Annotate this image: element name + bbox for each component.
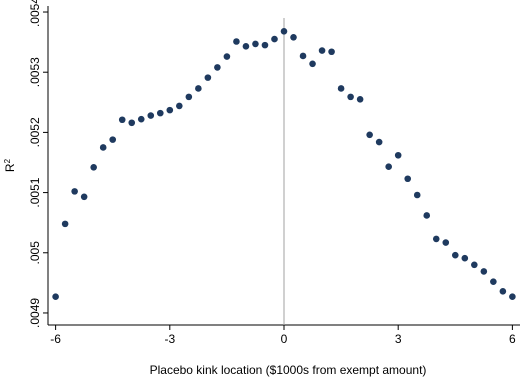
- data-point: [233, 38, 240, 45]
- data-point: [366, 131, 373, 139]
- y-tick-label: .0049: [28, 298, 42, 328]
- data-point: [423, 212, 431, 219]
- data-point: [109, 136, 117, 143]
- data-point: [90, 164, 97, 171]
- data-point: [451, 251, 459, 259]
- x-tick-label: 0: [281, 332, 288, 346]
- y-axis: .0049 .005 .0051 .0052 .0053 .0054: [28, 0, 48, 328]
- data-point: [261, 41, 269, 49]
- data-point: [280, 27, 288, 35]
- x-axis: -6 -3 0 3 6: [50, 325, 516, 346]
- x-tick-label: 3: [395, 332, 402, 346]
- y-tick-label: .0051: [28, 177, 42, 207]
- data-points: [52, 27, 516, 301]
- data-point: [480, 268, 488, 275]
- data-point: [404, 175, 412, 183]
- data-point: [195, 85, 202, 92]
- data-point: [432, 235, 440, 243]
- data-point: [52, 293, 59, 301]
- data-point: [176, 102, 183, 110]
- data-point: [375, 138, 383, 146]
- data-point: [242, 43, 250, 50]
- data-point: [299, 52, 307, 60]
- data-point: [137, 115, 145, 123]
- data-point: [471, 261, 478, 269]
- y-tick-label: .005: [28, 241, 42, 265]
- data-point: [147, 112, 155, 119]
- x-tick-label: -6: [50, 332, 61, 346]
- data-point: [337, 85, 345, 92]
- x-axis-title: Placebo kink location ($1000s from exemp…: [150, 363, 427, 377]
- y-tick-label: .0053: [28, 57, 42, 87]
- data-point: [118, 116, 126, 124]
- data-point: [223, 53, 231, 60]
- data-point: [128, 119, 136, 127]
- y-tick-label: .0052: [28, 117, 42, 147]
- data-point: [156, 109, 164, 117]
- data-point: [185, 93, 193, 101]
- data-point: [490, 278, 497, 285]
- data-point: [71, 188, 78, 195]
- y-tick-label: .0054: [28, 0, 42, 27]
- data-point: [252, 40, 259, 48]
- data-point: [442, 239, 450, 246]
- data-point: [499, 287, 507, 295]
- x-tick-label: 6: [509, 332, 516, 346]
- data-point: [290, 33, 297, 41]
- y-axis-title-main: R: [3, 163, 17, 172]
- y-axis-title-superscript: 2: [3, 158, 12, 163]
- data-point: [61, 220, 69, 228]
- data-point: [204, 74, 212, 81]
- data-point: [166, 106, 174, 114]
- x-tick-label: -3: [164, 332, 175, 346]
- data-point: [356, 95, 364, 103]
- data-point: [461, 254, 469, 262]
- data-point: [214, 64, 221, 71]
- data-point: [385, 163, 392, 171]
- data-point: [99, 144, 107, 151]
- y-axis-title: R2: [3, 158, 17, 172]
- data-point: [394, 151, 402, 159]
- data-point: [271, 35, 278, 43]
- data-point: [80, 193, 88, 201]
- data-point: [509, 293, 516, 301]
- data-point: [413, 191, 421, 199]
- data-point: [318, 47, 326, 54]
- data-point: [309, 60, 316, 68]
- data-point: [328, 48, 335, 56]
- data-point: [347, 93, 354, 101]
